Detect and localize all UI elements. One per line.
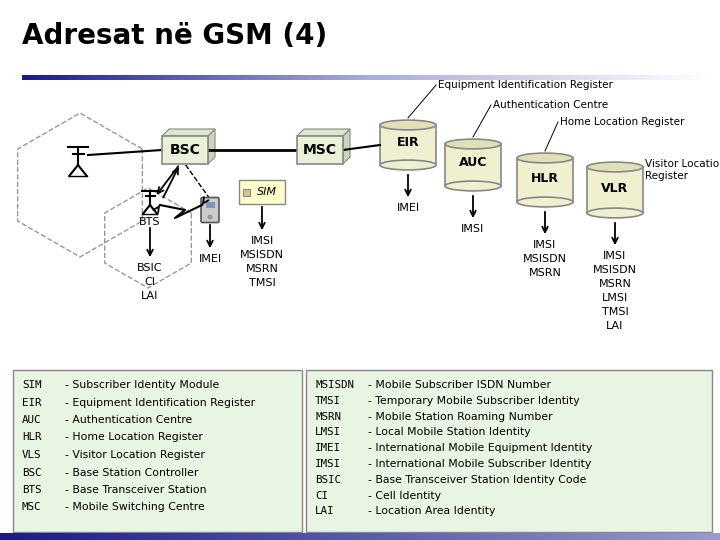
Text: - Location Area Identity: - Location Area Identity — [368, 507, 495, 516]
Ellipse shape — [445, 181, 501, 191]
Text: SIM: SIM — [257, 187, 277, 197]
Text: CI: CI — [315, 491, 328, 501]
Bar — [297, 136, 343, 164]
Text: AUC: AUC — [22, 415, 42, 425]
Ellipse shape — [587, 208, 643, 218]
Ellipse shape — [517, 197, 573, 207]
Text: Home Location Register: Home Location Register — [560, 117, 685, 127]
Text: IMSI: IMSI — [315, 459, 341, 469]
Ellipse shape — [587, 162, 643, 172]
Bar — [162, 136, 208, 164]
Text: MSISDN: MSISDN — [315, 380, 354, 390]
Text: BSIC
CI
LAI: BSIC CI LAI — [138, 263, 163, 301]
Text: - International Mobile Equipment Identity: - International Mobile Equipment Identit… — [368, 443, 593, 453]
Ellipse shape — [380, 160, 436, 170]
Text: SIM: SIM — [22, 380, 42, 390]
Text: VLR: VLR — [601, 181, 629, 194]
Text: BSC: BSC — [22, 468, 42, 477]
Text: - Visitor Location Register: - Visitor Location Register — [65, 450, 205, 460]
Bar — [445, 144, 501, 186]
Bar — [243, 189, 250, 196]
FancyBboxPatch shape — [201, 198, 219, 222]
Bar — [517, 158, 573, 202]
Polygon shape — [208, 129, 215, 164]
Text: IMEI: IMEI — [199, 254, 222, 264]
Text: AUC: AUC — [459, 157, 487, 170]
Text: HLR: HLR — [531, 172, 559, 185]
Polygon shape — [343, 129, 350, 164]
Text: - Equipment Identification Register: - Equipment Identification Register — [65, 397, 255, 408]
Text: BSC: BSC — [170, 143, 200, 157]
Text: - Mobile Switching Centre: - Mobile Switching Centre — [65, 503, 204, 512]
Text: VLS: VLS — [22, 450, 42, 460]
FancyBboxPatch shape — [306, 370, 712, 532]
Text: - Base Transceiver Station Identity Code: - Base Transceiver Station Identity Code — [368, 475, 586, 485]
FancyBboxPatch shape — [239, 180, 285, 204]
Text: BTS: BTS — [22, 485, 42, 495]
Text: - Base Station Controller: - Base Station Controller — [65, 468, 199, 477]
Ellipse shape — [445, 139, 501, 149]
Text: BSIC: BSIC — [315, 475, 341, 485]
Text: MSC: MSC — [22, 503, 42, 512]
Text: - Temporary Mobile Subscriber Identity: - Temporary Mobile Subscriber Identity — [368, 396, 580, 406]
Text: Authentication Centre: Authentication Centre — [493, 100, 608, 110]
Polygon shape — [297, 129, 350, 136]
Text: - International Mobile Subscriber Identity: - International Mobile Subscriber Identi… — [368, 459, 591, 469]
Text: TMSI: TMSI — [315, 396, 341, 406]
Text: EIR: EIR — [22, 397, 42, 408]
Text: - Local Mobile Station Identity: - Local Mobile Station Identity — [368, 427, 531, 437]
Text: EIR: EIR — [397, 137, 419, 150]
Text: Equipment Identification Register: Equipment Identification Register — [438, 80, 613, 90]
Text: MSC: MSC — [303, 143, 337, 157]
Text: - Authentication Centre: - Authentication Centre — [65, 415, 192, 425]
Text: HLR: HLR — [22, 433, 42, 442]
Text: IMEI: IMEI — [397, 203, 420, 213]
Text: IMSI
MSISDN
MSRN
TMSI: IMSI MSISDN MSRN TMSI — [240, 236, 284, 288]
Text: - Cell Identity: - Cell Identity — [368, 491, 441, 501]
Text: IMSI
MSISDN
MSRN
LMSI
TMSI
LAI: IMSI MSISDN MSRN LMSI TMSI LAI — [593, 251, 637, 331]
Text: IMSI
MSISDN
MSRN: IMSI MSISDN MSRN — [523, 240, 567, 278]
Text: IMEI: IMEI — [315, 443, 341, 453]
Polygon shape — [162, 129, 215, 136]
Ellipse shape — [517, 153, 573, 163]
Text: LAI: LAI — [315, 507, 335, 516]
Text: LMSI: LMSI — [315, 427, 341, 437]
Text: - Base Transceiver Station: - Base Transceiver Station — [65, 485, 207, 495]
Text: - Mobile Station Roaming Number: - Mobile Station Roaming Number — [368, 411, 553, 422]
Text: IMSI: IMSI — [462, 224, 485, 234]
Text: BTS: BTS — [139, 217, 161, 227]
Bar — [206, 202, 215, 208]
Bar — [587, 167, 643, 213]
Text: - Mobile Subscriber ISDN Number: - Mobile Subscriber ISDN Number — [368, 380, 551, 390]
Bar — [380, 125, 436, 165]
Circle shape — [207, 214, 212, 219]
Text: Visitor Location
Register: Visitor Location Register — [645, 159, 720, 181]
Text: - Home Location Register: - Home Location Register — [65, 433, 203, 442]
FancyBboxPatch shape — [13, 370, 302, 532]
Text: Adresat në GSM (4): Adresat në GSM (4) — [22, 22, 328, 50]
Text: MSRN: MSRN — [315, 411, 341, 422]
Text: - Subscriber Identity Module: - Subscriber Identity Module — [65, 380, 220, 390]
Ellipse shape — [380, 120, 436, 130]
